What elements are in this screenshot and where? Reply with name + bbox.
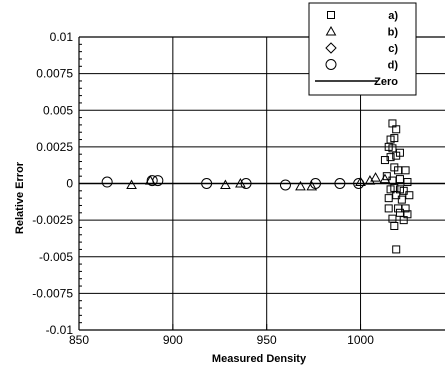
point-square [397,195,406,204]
point-square [394,204,403,213]
point-square [401,204,410,213]
legend-label: c) [388,43,398,55]
tick-label-layer: 850 900 950 1000 0.01 0.0075 0.005 0.0025 0 -0.00… [32,30,374,347]
legend-label: b) [388,27,399,39]
point-square [399,186,408,195]
marker-layer [101,119,414,254]
point-triangle [370,172,381,182]
point-circle [279,179,291,191]
point-square [380,156,389,165]
legend-label: Zero [374,76,398,88]
y-tick-label: 0.01 [50,30,74,44]
point-square [392,125,401,134]
y-tick-label: -0.01 [46,323,74,337]
y-tick-label: 0 [66,177,73,191]
point-triangle [295,180,306,191]
x-axis-label: Measured Density [212,353,307,365]
legend-label: d) [388,60,399,72]
point-square [405,191,414,200]
point-square [390,221,399,230]
point-square [395,175,404,184]
point-triangle [379,173,391,184]
y-axis-label: Relative Error [14,161,26,234]
point-square [382,172,391,181]
point-square [399,216,408,225]
point-square [388,214,397,223]
point-triangle [235,177,246,188]
point-circle [353,178,365,189]
point-triangle [306,180,318,191]
y-tick-label: -0.0075 [32,286,73,300]
y-tick-label: 0.0075 [36,67,73,81]
legend-label: a) [388,10,398,22]
legend: a) b) c) d) Zero [308,2,417,96]
legend-marker-triangle [325,25,337,36]
x-tick-label: 850 [69,333,89,347]
legend-marker-diamond [325,42,337,54]
y-tick-label: 0.005 [43,103,73,117]
y-tick-label: -0.0025 [32,213,73,227]
point-circle [152,175,164,187]
point-square [395,148,404,157]
point-square [392,191,401,200]
point-square [386,153,395,162]
point-circle [334,178,346,189]
legend-marker-circle [325,59,337,70]
point-triangle [220,179,231,189]
point-circle [240,178,252,189]
point-square [403,178,412,187]
point-circle [146,175,158,187]
y-tick-label: -0.005 [39,250,73,264]
point-circle [309,178,321,189]
y-tick-label: 0.0025 [36,140,73,154]
point-square [392,245,401,254]
legend-marker-square [327,11,335,19]
point-triangle [126,179,137,189]
point-square [394,166,403,175]
point-square [390,134,399,143]
x-tick-label: 950 [257,333,277,347]
point-circle [101,176,113,188]
x-tick-label: 1000 [347,333,374,347]
point-square [384,204,393,213]
point-circle [201,178,213,189]
point-square [384,194,393,203]
x-tick-label: 900 [163,333,183,347]
point-square [401,166,410,175]
